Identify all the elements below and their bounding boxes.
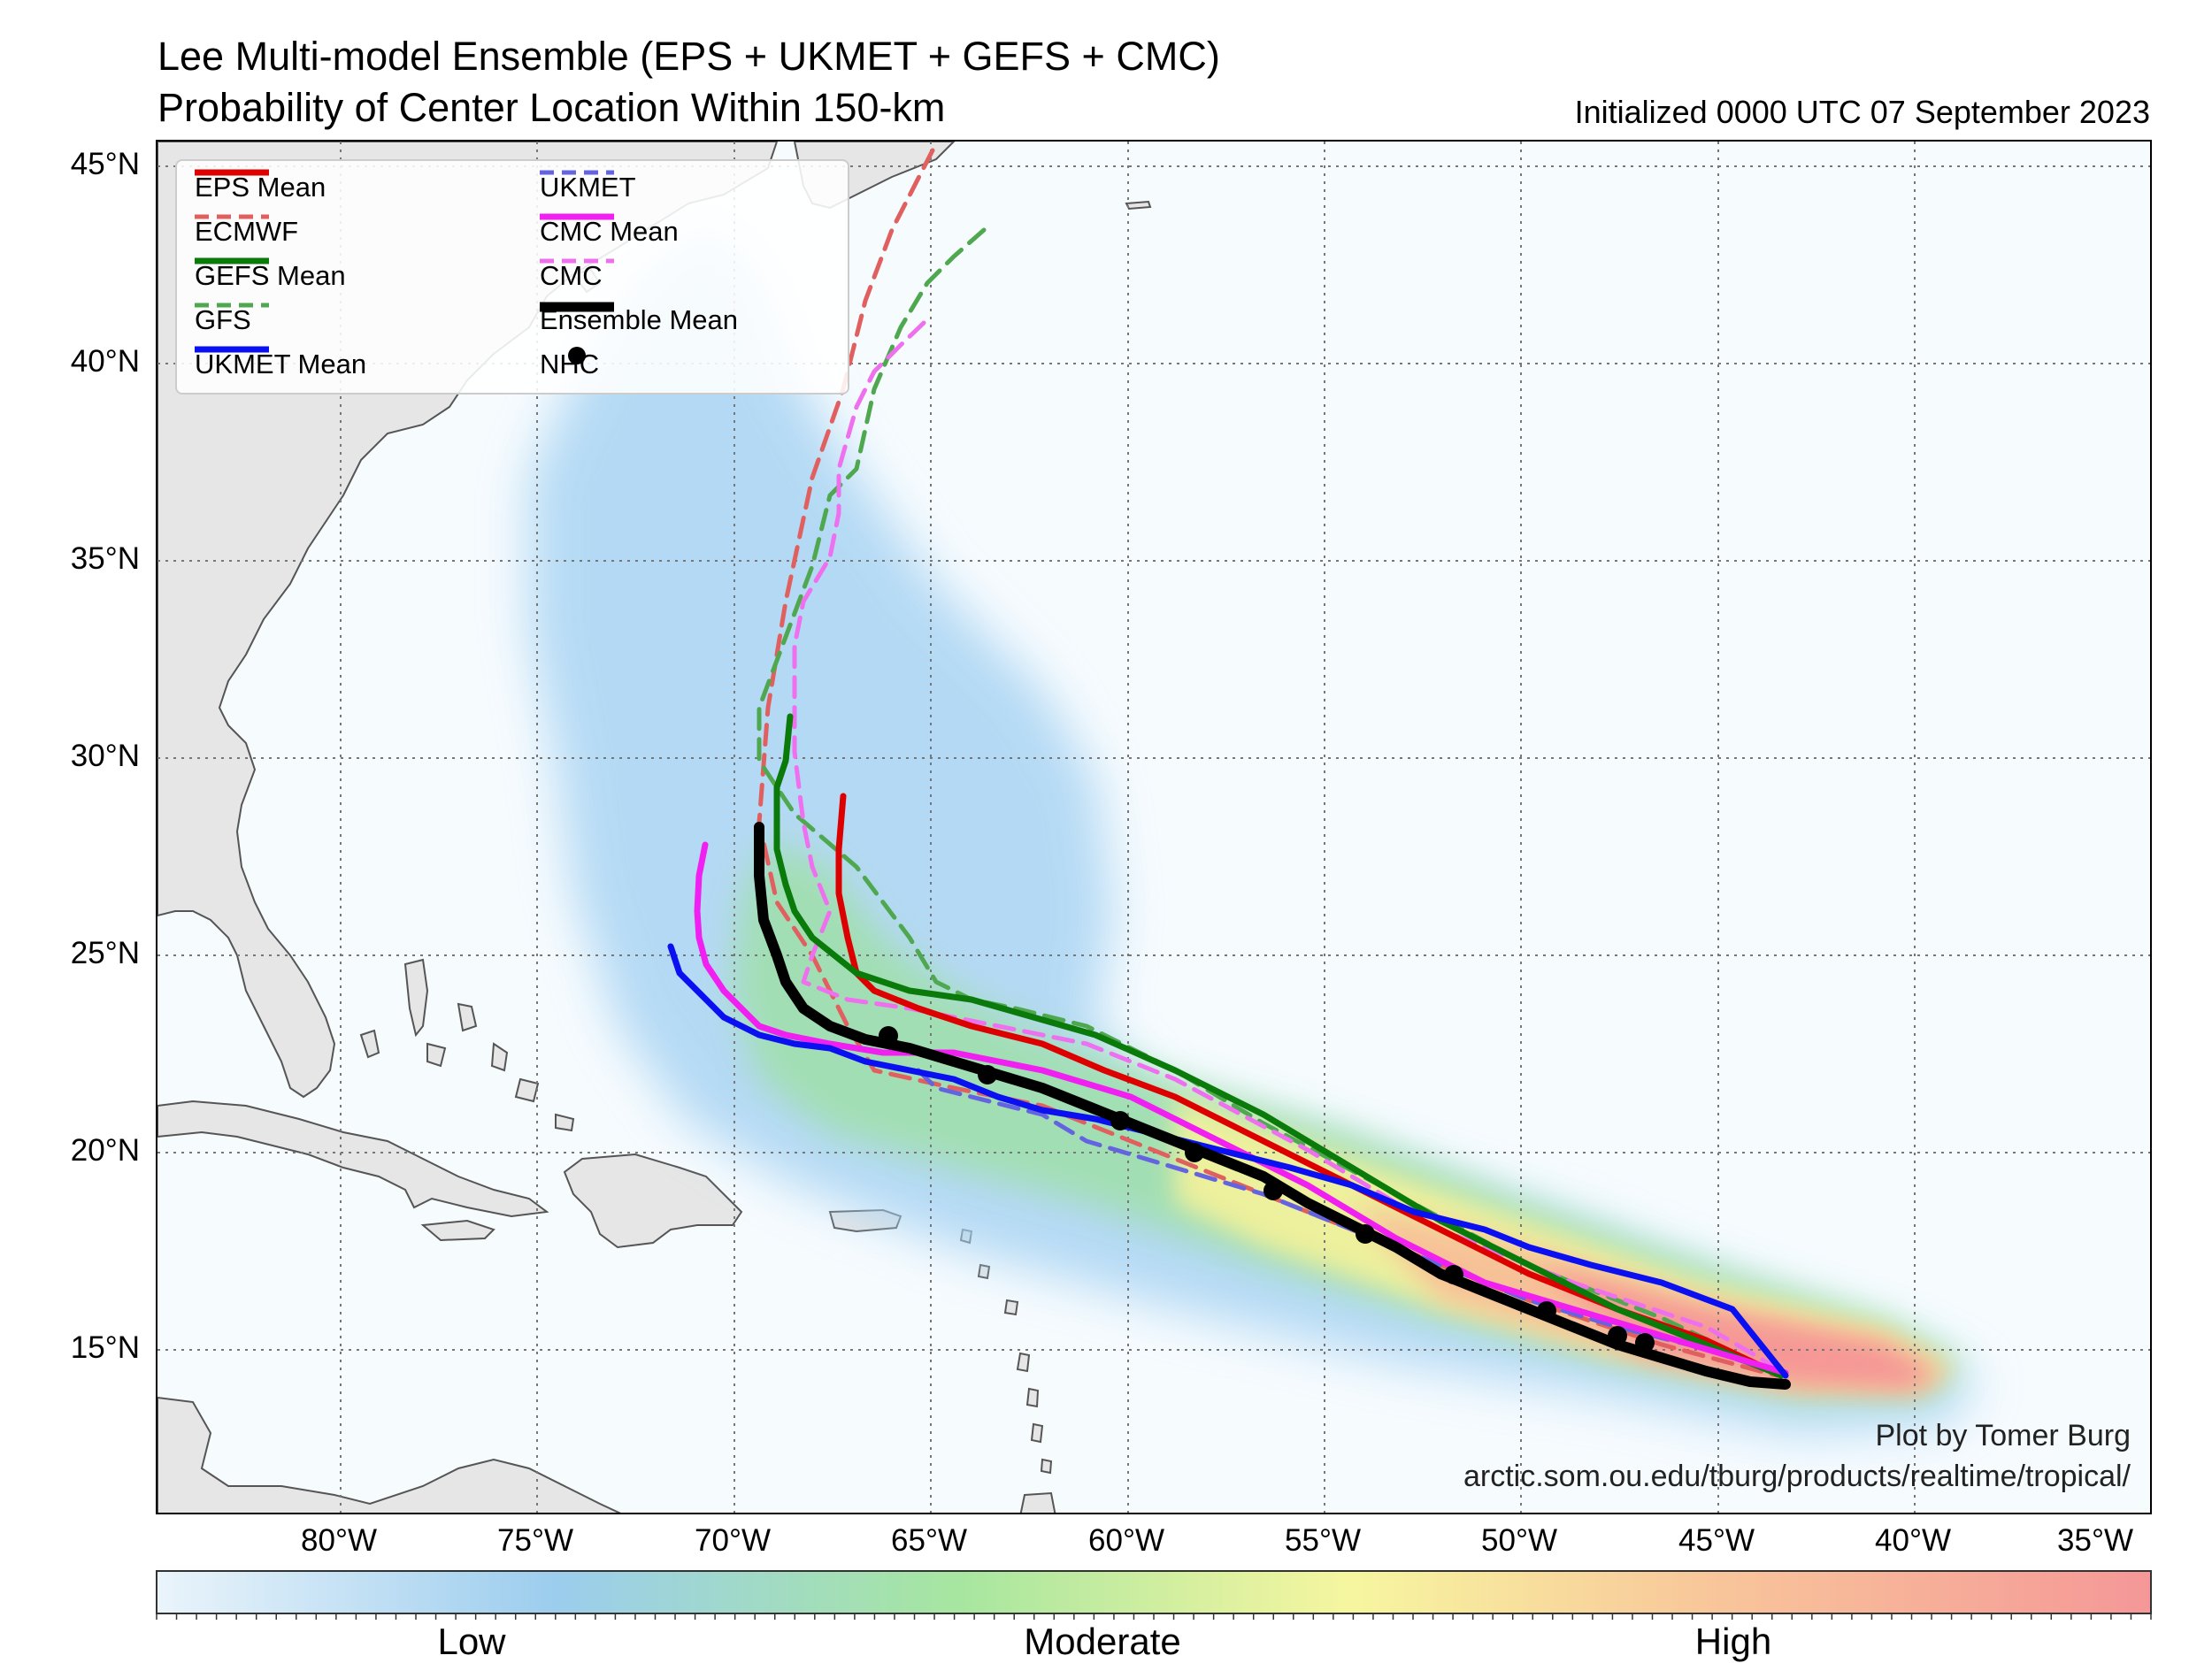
bahamas-island-3	[457, 1002, 478, 1032]
map-subtitle: Probability of Center Location Within 15…	[157, 85, 946, 130]
nhc-point	[1356, 1224, 1375, 1244]
lat-label-35: 35°N	[70, 541, 140, 576]
lon-label-55: 55°W	[1285, 1523, 1361, 1558]
legend-ukmet-mean: UKMET Mean	[195, 345, 366, 384]
south-america-land	[157, 1396, 621, 1513]
colorbar-label-high: High	[1694, 1621, 1772, 1662]
lon-label-50: 50°W	[1481, 1523, 1557, 1558]
lon-label-35: 35°W	[2057, 1523, 2133, 1558]
nhc-point	[978, 1065, 997, 1084]
legend-gefs-mean: GEFS Mean	[195, 257, 346, 295]
legend-nhc: NHC	[540, 345, 599, 384]
cmc-track	[792, 320, 1788, 1376]
legend-swatch-ukmet	[540, 170, 614, 175]
antilles-island-6	[1030, 1422, 1044, 1444]
bahamas-island-2	[426, 1042, 447, 1068]
legend-label: EPS Mean	[195, 172, 326, 203]
gfs-track	[757, 227, 1779, 1376]
legend-label: CMC Mean	[540, 216, 679, 247]
colorbar-ticks	[156, 1613, 2152, 1620]
legend-cmc: CMC	[540, 257, 614, 295]
lat-label-45: 45°N	[70, 147, 140, 181]
bahamas-island-7	[359, 1029, 380, 1059]
legend-ecmwf: ECMWF	[195, 212, 298, 251]
ukmet-mean-track	[667, 943, 1789, 1379]
bahamas-island-4	[490, 1042, 509, 1072]
lon-label-40: 40°W	[1875, 1523, 1951, 1558]
antilles-island-4	[1016, 1352, 1031, 1373]
nhc-point	[1537, 1301, 1556, 1321]
ensemble-mean-track	[754, 822, 1791, 1390]
gefs-mean-track	[773, 713, 1785, 1379]
lon-label-45: 45°W	[1678, 1523, 1755, 1558]
legend-label: CMC	[540, 260, 603, 291]
nhc-point	[1635, 1333, 1655, 1353]
bahamas-island-6	[555, 1113, 575, 1132]
legend-swatch-cmc-mean	[540, 213, 614, 220]
legend-swatch-nhc	[568, 347, 586, 364]
newfoundland-fragment	[1125, 200, 1152, 211]
lat-label-15: 15°N	[70, 1330, 140, 1365]
hispaniola-land	[563, 1153, 743, 1249]
credit-author: Plot by Tomer Burg	[1875, 1419, 2131, 1452]
probability-swath	[529, 221, 1980, 1433]
lat-label-40: 40°N	[70, 344, 140, 379]
antilles-island-5	[1025, 1387, 1040, 1408]
lon-label-70: 70°W	[695, 1523, 771, 1558]
legend-cmc-mean: CMC Mean	[540, 212, 679, 251]
nhc-point	[879, 1026, 898, 1046]
legend-eps-mean: EPS Mean	[195, 168, 326, 207]
ukmet-track	[916, 1068, 1788, 1378]
map-panel: EPS Mean ECMWF GEFS Mean GFS UKMET Mean …	[156, 140, 2152, 1514]
legend-label: UKMET	[540, 172, 636, 203]
nhc-points	[879, 1026, 1655, 1353]
colorbar-label-moderate: Moderate	[1024, 1621, 1181, 1662]
legend-swatch-gefs-mean	[195, 257, 269, 264]
legend-label: GEFS Mean	[195, 260, 346, 291]
legend-ensemble-mean: Ensemble Mean	[540, 301, 738, 340]
nhc-point	[1185, 1143, 1204, 1162]
initialized-time: Initialized 0000 UTC 07 September 2023	[1574, 94, 2150, 130]
lat-label-20: 20°N	[70, 1133, 140, 1168]
nhc-point	[1263, 1181, 1283, 1200]
legend-ukmet: UKMET	[540, 168, 636, 207]
map-legend: EPS Mean ECMWF GEFS Mean GFS UKMET Mean …	[175, 159, 849, 395]
swath-mid	[733, 840, 1962, 1398]
antilles-island-2	[977, 1263, 991, 1280]
nhc-point	[1444, 1265, 1463, 1284]
legend-label: GFS	[195, 304, 251, 335]
antilles-island-7	[1040, 1458, 1053, 1475]
swath-high-red	[1538, 1265, 1936, 1389]
eps-mean-track	[835, 793, 1785, 1379]
lon-label-80: 80°W	[301, 1523, 377, 1558]
nhc-point	[1608, 1326, 1627, 1345]
credit-url: arctic.som.ou.edu/tburg/products/realtim…	[1463, 1460, 2131, 1493]
legend-swatch-cmc	[540, 258, 614, 264]
lon-label-60: 60°W	[1088, 1523, 1164, 1558]
antilles-island-3	[1003, 1299, 1019, 1316]
legend-swatch-ukmet-mean	[195, 346, 269, 353]
lon-label-65: 65°W	[891, 1523, 967, 1558]
jamaica-land	[420, 1219, 495, 1242]
trinidad-island	[1019, 1491, 1056, 1513]
legend-label: UKMET Mean	[195, 349, 367, 379]
plot-credit: Plot by Tomer Burg arctic.som.ou.edu/tbu…	[1463, 1415, 2131, 1497]
legend-swatch-eps-mean	[195, 169, 269, 176]
nhc-point	[1110, 1111, 1130, 1130]
legend-swatch-ecmwf	[195, 214, 269, 219]
legend-gfs: GFS	[195, 301, 269, 340]
map-title: Lee Multi-model Ensemble (EPS + UKMET + …	[157, 34, 1220, 79]
gridlines	[157, 142, 2150, 1513]
lon-label-75: 75°W	[497, 1523, 573, 1558]
legend-swatch-gfs	[195, 303, 269, 308]
bahamas-island-5	[514, 1077, 540, 1103]
legend-swatch-ensemble-mean	[540, 302, 614, 312]
colorbar-label-low: Low	[437, 1621, 506, 1662]
bahamas-island-1	[403, 958, 429, 1038]
lat-label-30: 30°N	[70, 739, 140, 773]
cuba-land	[157, 1100, 549, 1218]
lat-label-25: 25°N	[70, 936, 140, 970]
legend-label: ECMWF	[195, 216, 299, 247]
probability-colorbar	[156, 1570, 2152, 1614]
